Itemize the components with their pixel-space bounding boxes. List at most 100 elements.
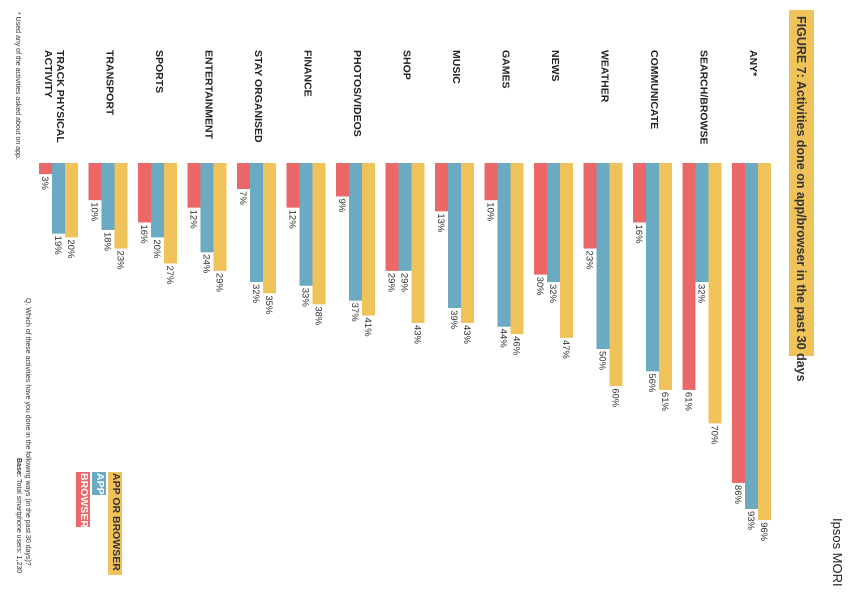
- bar-app: [448, 163, 461, 309]
- data-label: 70%: [709, 425, 720, 445]
- data-label: 23%: [115, 251, 126, 271]
- base-text: Total smartphone users: 1,230: [15, 479, 22, 574]
- bar-app: [299, 163, 313, 286]
- data-label: 30%: [534, 277, 545, 297]
- bar-app: [398, 163, 412, 271]
- category-group: WEATHER 23% 50% 60%: [583, 50, 623, 408]
- data-label: 37%: [349, 303, 360, 323]
- category-label: MUSIC: [450, 50, 462, 84]
- category-label: PHOTOS/VIDEOS: [351, 50, 363, 137]
- category-label: ACTIVITY: [42, 50, 54, 98]
- title-banner: [789, 10, 814, 356]
- data-label: 29%: [214, 273, 225, 293]
- data-label: 43%: [412, 325, 423, 345]
- data-label: 93%: [745, 511, 756, 531]
- bar-app-or-browser: [411, 163, 425, 323]
- data-label: 60%: [610, 388, 621, 408]
- bar-browser: [682, 163, 696, 390]
- category-group: ANY* 86%93%96%: [732, 50, 771, 542]
- bar-browser: [435, 163, 448, 212]
- bar-app-or-browser: [164, 163, 177, 264]
- data-label: 61%: [659, 392, 670, 412]
- bar-app: [200, 163, 214, 253]
- data-label: 41%: [362, 318, 373, 338]
- bar-browser: [732, 163, 745, 483]
- data-label: 29%: [399, 273, 410, 293]
- data-label: 33%: [300, 288, 311, 308]
- question-note: Q. Which of these activities have you do…: [24, 298, 31, 566]
- data-label: 61%: [683, 392, 694, 412]
- data-label: 96%: [758, 522, 769, 542]
- category-group: MUSIC 13% 39%43%: [435, 50, 474, 345]
- bar-browser: [633, 163, 646, 223]
- data-label: 20%: [65, 239, 76, 259]
- bar-app: [596, 163, 610, 349]
- bar-app: [349, 163, 362, 301]
- bar-app-or-browser: [708, 163, 722, 424]
- data-label: 43%: [461, 325, 472, 345]
- data-label: 20%: [151, 239, 162, 259]
- base-note: Base: Total smartphone users: 1,230: [15, 458, 22, 573]
- category-label: COMMUNICATE: [648, 50, 660, 129]
- legend-browser: BROWSER: [76, 472, 90, 528]
- data-label: 16%: [138, 225, 149, 245]
- category-group: TRANSPORT 10%18%23%: [88, 50, 128, 271]
- bar-browser: [385, 163, 399, 271]
- bar-app-or-browser: [758, 163, 771, 521]
- data-label: 47%: [560, 340, 571, 360]
- chart-title: FIGURE 7: Activities done on app/browser…: [794, 16, 808, 382]
- legend-app: APP: [92, 472, 106, 495]
- category-label: STAY ORGANISED: [252, 50, 264, 143]
- legend-app-or-browser: APP OR BROWSER: [108, 472, 122, 575]
- data-label: 38%: [313, 306, 324, 326]
- data-label: 7%: [237, 191, 248, 205]
- bar-app-or-browser: [510, 163, 524, 335]
- bar-app: [151, 163, 164, 238]
- category-label: SEARCH/BROWSE: [698, 50, 710, 145]
- bar-browser: [138, 163, 151, 223]
- data-label: 10%: [89, 202, 100, 222]
- bar-app-or-browser: [114, 163, 128, 249]
- category-group: PHOTOS/VIDEOS 9% 37%41%: [336, 50, 375, 337]
- category-group: SHOP 29% 29% 43%: [385, 50, 425, 345]
- bar-app-or-browser: [312, 163, 326, 305]
- data-label: 10%: [485, 202, 496, 222]
- data-label: 3%: [39, 176, 50, 190]
- bar-browser: [484, 163, 498, 201]
- bar-app-or-browser: [362, 163, 375, 316]
- data-label: 86%: [732, 485, 743, 505]
- category-label: SPORTS: [153, 50, 165, 93]
- category-label: TRANSPORT: [104, 50, 116, 116]
- bar-app-or-browser: [609, 163, 623, 387]
- data-label: 9%: [336, 198, 347, 212]
- brand-logo-text: Ipsos MORI: [830, 518, 845, 587]
- data-label: 13%: [435, 213, 446, 233]
- bar-app: [101, 163, 115, 230]
- bar-browser: [88, 163, 102, 201]
- category-label: ANY*: [747, 50, 759, 77]
- category-group: SPORTS 16%20%27%: [138, 50, 177, 285]
- data-label: 12%: [287, 210, 298, 230]
- bar-app: [646, 163, 659, 372]
- bar-app: [695, 163, 709, 283]
- data-label: 24%: [201, 254, 212, 274]
- bar-browser: [534, 163, 547, 275]
- category-label: ENTERTAINMENT: [203, 50, 215, 140]
- data-label: 27%: [164, 265, 175, 285]
- data-label: 18%: [102, 232, 113, 252]
- bar-app: [250, 163, 263, 283]
- bar-app: [52, 163, 65, 234]
- data-label: 23%: [584, 251, 595, 271]
- category-label: FINANCE: [302, 50, 314, 97]
- bar-app: [497, 163, 511, 327]
- data-label: 32%: [250, 284, 261, 304]
- data-label: 56%: [646, 373, 657, 393]
- bar-browser: [187, 163, 201, 208]
- data-label: 32%: [547, 284, 558, 304]
- bar-app-or-browser: [65, 163, 78, 238]
- category-group: ENTERTAINMENT 12% 24%29%: [187, 50, 227, 293]
- data-label: 16%: [633, 225, 644, 245]
- bar-app-or-browser: [659, 163, 672, 390]
- bar-browser: [286, 163, 300, 208]
